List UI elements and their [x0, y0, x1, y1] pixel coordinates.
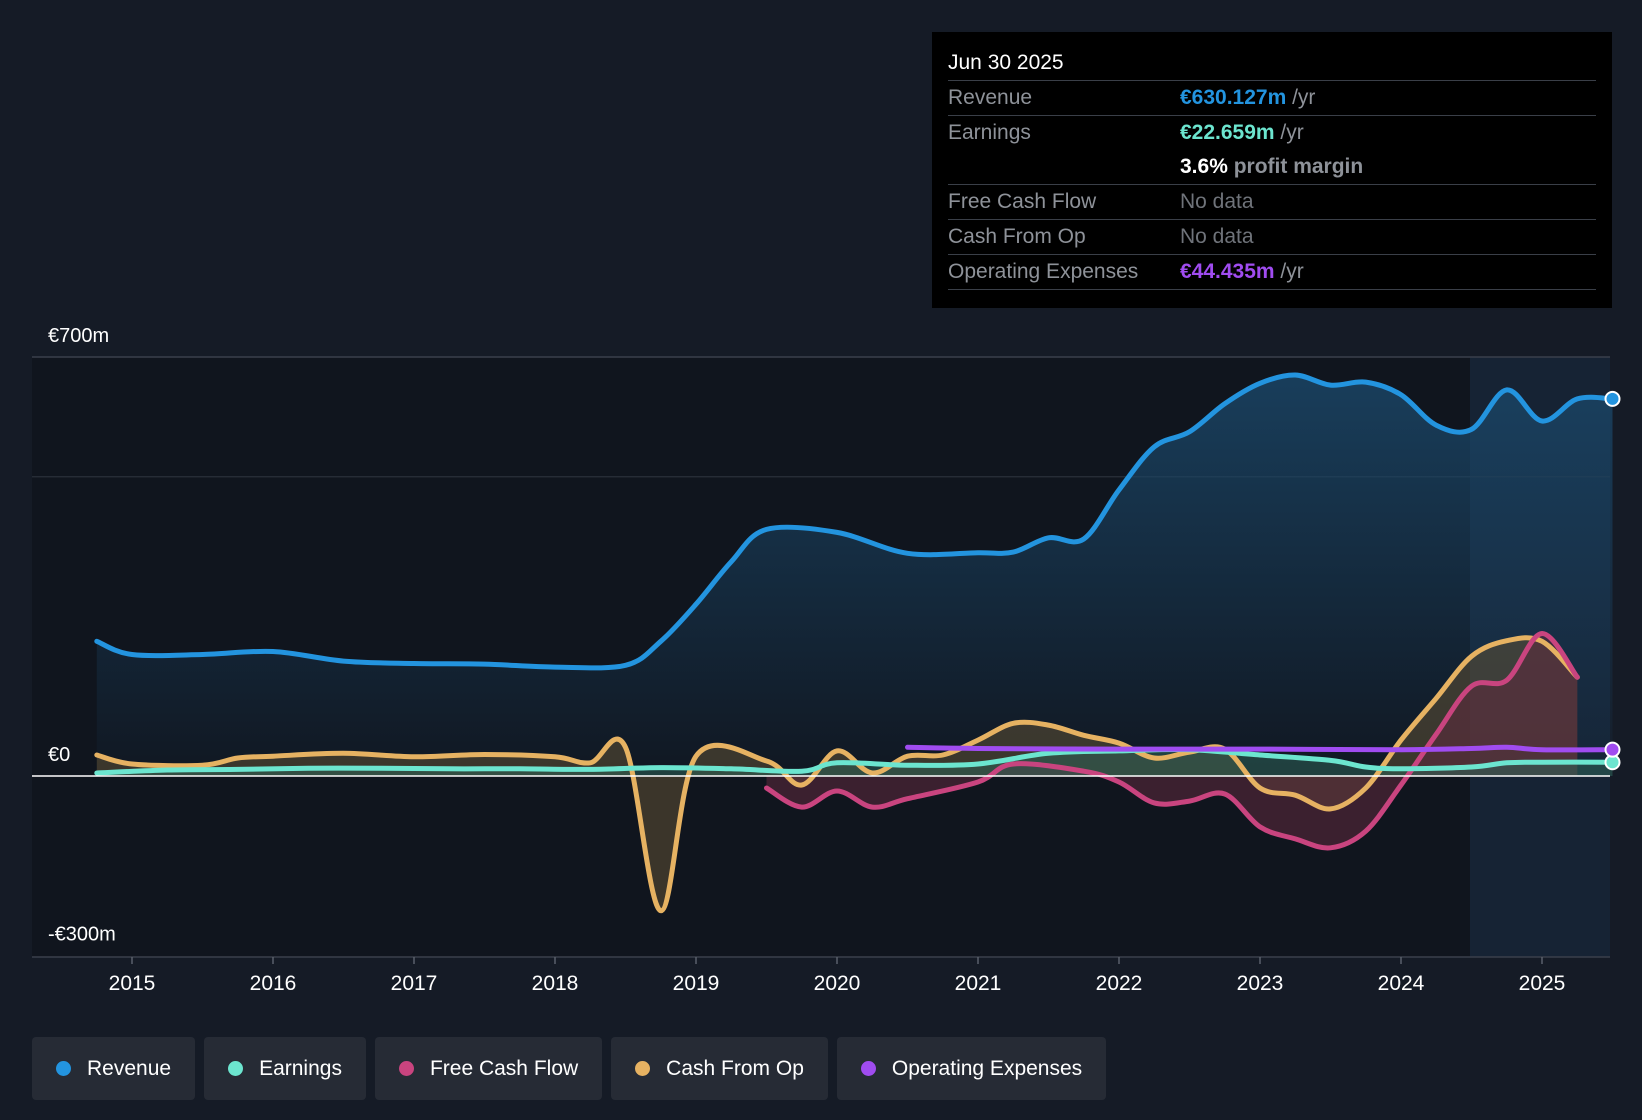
legend-free-cash-flow-label: Free Cash Flow	[429, 1056, 579, 1080]
x-label-2017: 2017	[391, 972, 438, 995]
x-axis-labels: 2015 2016 2017 2018 2019 2020 2021 2022 2023 2024…	[109, 972, 1566, 995]
tooltip-row-opex: Operating Expenses €44.435m /yr	[948, 255, 1596, 290]
x-label-2025: 2025	[1519, 972, 1566, 995]
y-label--300: -€300m	[48, 924, 116, 946]
tooltip-opex-value: €44.435m	[1180, 260, 1275, 283]
legend-revenue-dot	[56, 1061, 71, 1076]
legend-cash-from-op-label: Cash From Op	[666, 1056, 804, 1080]
legend-revenue[interactable]: Revenue	[32, 1037, 196, 1100]
legend-earnings[interactable]: Earnings	[204, 1037, 366, 1100]
tooltip-margin-label: profit margin	[1227, 155, 1364, 178]
legend-free-cash-flow[interactable]: Free Cash Flow	[374, 1037, 603, 1100]
x-label-2021: 2021	[955, 972, 1002, 995]
x-label-2023: 2023	[1237, 972, 1284, 995]
legend: Revenue Earnings Free Cash Flow Cash Fro…	[32, 1037, 1107, 1100]
x-label-2020: 2020	[814, 972, 861, 995]
legend-revenue-label: Revenue	[87, 1056, 172, 1080]
free-cash-flow-area	[766, 633, 1578, 848]
x-label-2022: 2022	[1096, 972, 1143, 995]
tooltip-row-fcf: Free Cash Flow No data	[948, 185, 1596, 220]
series-lines	[32, 372, 1615, 914]
tooltip-row-earnings: Earnings €22.659m /yr	[948, 116, 1596, 150]
y-axis-labels: €700m €0 -€300m	[48, 325, 116, 946]
revenue-area	[96, 374, 1613, 776]
x-label-2024: 2024	[1378, 972, 1425, 995]
revenue-endpoint	[1604, 390, 1621, 407]
tooltip-fcf-value: No data	[1180, 190, 1254, 213]
tooltip-revenue-label: Revenue	[948, 86, 1033, 109]
y-label-700: €700m	[48, 325, 109, 347]
legend-earnings-dot	[228, 1061, 244, 1076]
earnings-line	[94, 747, 1615, 776]
tooltip-row-margin: 3.6% profit margin	[948, 150, 1596, 185]
tooltip-panel: Jun 30 2025 Revenue €630.127m /yr Earnin…	[932, 32, 1612, 308]
tooltip-row-revenue: Revenue €630.127m /yr	[948, 81, 1596, 116]
legend-earnings-label: Earnings	[259, 1056, 342, 1080]
x-label-2015: 2015	[109, 972, 156, 995]
legend-free-cash-flow-dot	[398, 1061, 414, 1076]
tooltip-row-cfo: Cash From Op No data	[948, 220, 1596, 255]
legend-cash-from-op[interactable]: Cash From Op	[611, 1037, 828, 1100]
tooltip-earnings-value: €22.659m	[1180, 121, 1275, 144]
free-cash-flow-line	[764, 631, 1580, 851]
operating-expenses-endpoint	[1604, 741, 1621, 758]
tooltip-revenue-value: €630.127m	[1180, 86, 1287, 109]
operating-expenses-line	[905, 744, 1615, 753]
cash-from-op-line	[94, 635, 1580, 914]
tooltip-earnings-unit: /yr	[1274, 121, 1304, 144]
legend-operating-expenses-label: Operating Expenses	[891, 1056, 1083, 1080]
x-label-2016: 2016	[250, 972, 297, 995]
y-label-0: €0	[48, 744, 70, 766]
tooltip-revenue-unit: /yr	[1286, 86, 1316, 109]
tooltip-opex-unit: /yr	[1274, 260, 1304, 283]
legend-operating-expenses[interactable]: Operating Expenses	[836, 1037, 1107, 1100]
tooltip-opex-label: Operating Expenses	[948, 260, 1139, 283]
tooltip-earnings-label: Earnings	[948, 121, 1031, 144]
series-endpoints	[1604, 390, 1621, 771]
tooltip-margin-value: 3.6%	[1180, 155, 1228, 178]
legend-operating-expenses-dot	[860, 1061, 876, 1076]
x-label-2019: 2019	[673, 972, 720, 995]
revenue-line	[94, 372, 1615, 671]
x-label-2018: 2018	[532, 972, 579, 995]
tooltip-date: Jun 30 2025	[948, 46, 1596, 81]
legend-cash-from-op-dot	[635, 1061, 651, 1076]
tooltip-cfo-label: Cash From Op	[948, 225, 1086, 248]
tooltip-cfo-value: No data	[1180, 225, 1254, 248]
tooltip-fcf-label: Free Cash Flow	[948, 190, 1097, 213]
